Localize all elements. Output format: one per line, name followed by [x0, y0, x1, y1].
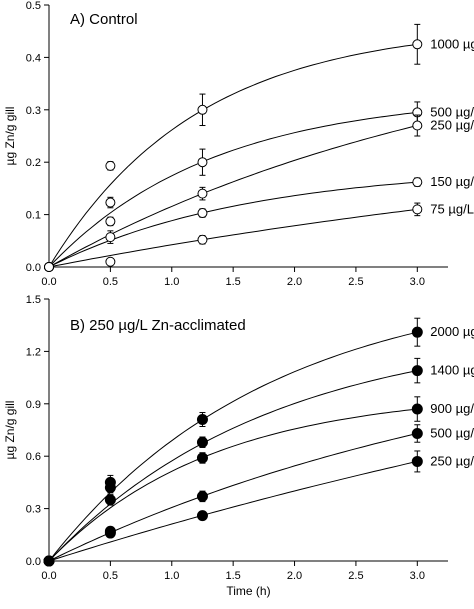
data-point — [197, 208, 208, 219]
series-fit-line — [48, 408, 418, 562]
series-label: 250 µg/L — [430, 453, 474, 468]
series-fit-line — [48, 111, 418, 268]
y-axis-label: µg Zn/g gill — [3, 107, 17, 166]
panel-b-zn-acclimated: 0.0 0.5 1.0 1.5 2.0 2.5 3.0 0.0 0.3 0.6 0.9 1.2 1.5 B… — [3, 294, 474, 598]
x-axis-label: Time (h) — [226, 584, 270, 598]
series-fit-line — [48, 181, 418, 268]
y-tick-label: 0.4 — [26, 52, 41, 64]
x-tick-label: 1.0 — [164, 276, 179, 288]
data-point — [105, 216, 116, 227]
series-fit-line — [48, 43, 418, 268]
data-point — [197, 157, 208, 168]
y-axis-label: µg Zn/g gill — [3, 401, 17, 460]
series-2: 250 µg/L — [44, 114, 474, 272]
data-point — [44, 262, 54, 272]
series-label: 1000 µg/L — [430, 36, 474, 51]
data-point — [197, 188, 208, 199]
series-label: 900 µg/L — [430, 401, 474, 416]
series-fit-line — [48, 370, 418, 562]
series-label: 1400 µg/L — [430, 363, 474, 378]
y-tick-label: 0.1 — [26, 210, 41, 222]
y-tick-label: 0.3 — [26, 504, 41, 516]
panel-title: B) 250 µg/L Zn-acclimated — [70, 317, 246, 334]
data-point — [105, 197, 116, 208]
data-point — [104, 482, 116, 494]
data-point — [411, 427, 423, 439]
series-label: 250 µg/L — [430, 118, 474, 133]
x-tick-label: 1.5 — [226, 570, 241, 582]
x-tick-label: 1.5 — [226, 276, 241, 288]
y-tick-label: 0.3 — [26, 105, 41, 117]
series-label: 150 µg/L — [430, 174, 474, 189]
data-point — [196, 490, 208, 502]
data-point — [105, 256, 116, 267]
data-point — [411, 403, 423, 415]
data-point — [411, 365, 423, 377]
series-fit-line — [48, 460, 418, 562]
y-tick-label: 0.0 — [26, 262, 41, 274]
y-tick-label: 1.2 — [26, 346, 41, 358]
series-label: 500 µg/L — [430, 104, 474, 119]
x-tick-label: 2.0 — [287, 570, 302, 582]
series-fit-line — [48, 208, 418, 268]
x-tick-label: 0.0 — [41, 570, 56, 582]
data-point — [105, 160, 116, 171]
data-point — [411, 455, 423, 467]
y-tick-label: 0.5 — [26, 0, 41, 12]
data-point — [412, 177, 423, 188]
x-tick-label: 0.5 — [103, 570, 118, 582]
y-tick-label: 0.2 — [26, 157, 41, 169]
data-point — [412, 120, 423, 131]
y-tick-label: 0.0 — [26, 556, 41, 568]
data-point — [196, 436, 208, 448]
x-tick-label: 0.0 — [41, 276, 56, 288]
series-4: 75 µg/L — [44, 201, 474, 272]
series-fit-line — [48, 433, 418, 562]
series-label: 75 µg/L — [430, 201, 474, 216]
data-point — [43, 555, 55, 567]
x-tick-label: 1.0 — [164, 570, 179, 582]
series-4: 250 µg/L — [43, 450, 474, 567]
x-tick-label: 2.0 — [287, 276, 302, 288]
x-tick-label: 3.0 — [410, 276, 425, 288]
y-tick-label: 0.6 — [26, 451, 41, 463]
x-tick-label: 3.0 — [410, 570, 425, 582]
x-tick-label: 2.5 — [348, 276, 363, 288]
series-label: 2000 µg/L — [430, 324, 474, 339]
data-point — [104, 494, 116, 506]
y-tick-label: 1.5 — [26, 294, 41, 306]
data-point — [104, 527, 116, 539]
data-point — [197, 234, 208, 245]
panel-title: A) Control — [70, 11, 138, 28]
data-point — [412, 204, 423, 215]
series-label: 500 µg/L — [430, 425, 474, 440]
panel-a-control: 0.0 0.5 1.0 1.5 2.0 2.5 3.0 0.0 0.1 0.2 0.3 0.4 0.5 A… — [3, 0, 474, 288]
data-point — [196, 510, 208, 522]
data-point — [411, 326, 423, 338]
data-point — [105, 232, 116, 243]
series-fit-line — [48, 125, 418, 268]
data-point — [196, 452, 208, 464]
x-tick-label: 2.5 — [348, 570, 363, 582]
data-point — [197, 104, 208, 115]
data-point — [412, 39, 423, 50]
x-tick-label: 0.5 — [103, 276, 118, 288]
data-point — [196, 414, 208, 426]
y-tick-label: 0.9 — [26, 399, 41, 411]
